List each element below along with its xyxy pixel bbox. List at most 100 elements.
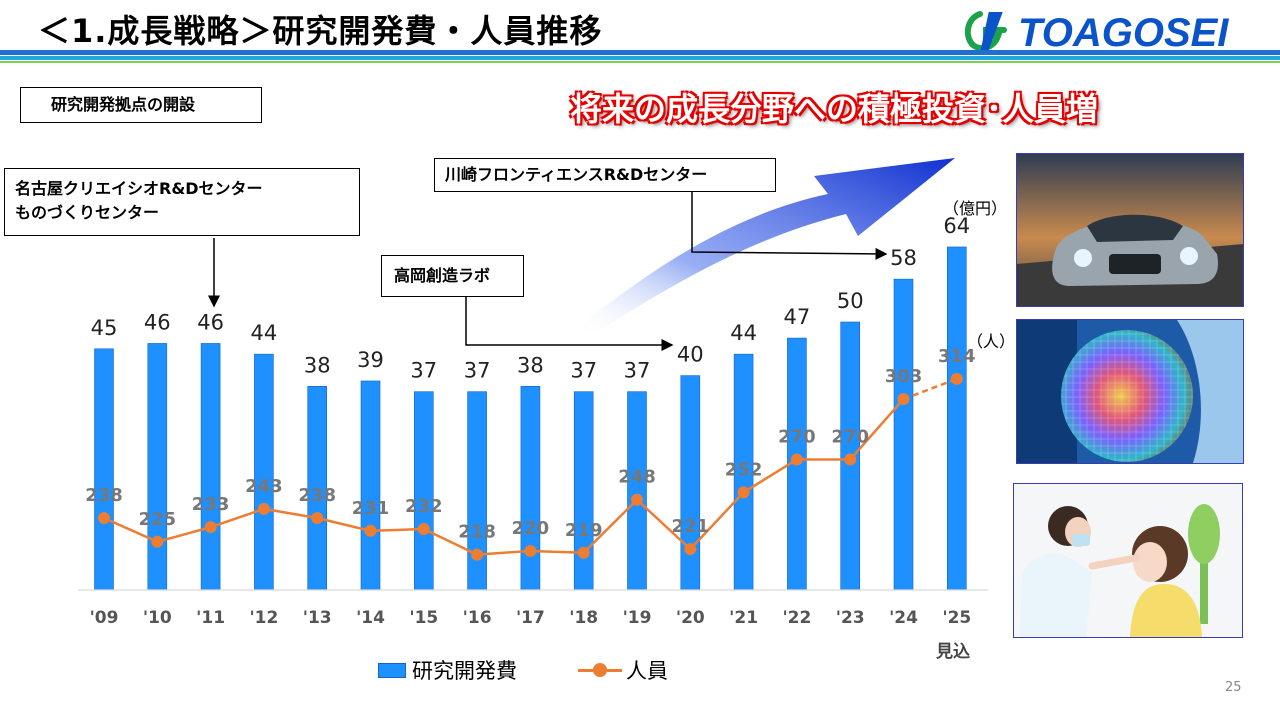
rd-bar: [147, 343, 168, 591]
rd-bar: [200, 343, 221, 591]
rd-bar-value-label: 45: [91, 316, 118, 340]
nagoya-center-callout: 名古屋クリエイシオR&Dセンター ものづくりセンター: [4, 168, 360, 236]
staff-line: [103, 398, 905, 556]
staff-point: [950, 372, 963, 385]
staff-point: [311, 512, 324, 524]
rd-chart: 45 46 46 44 38 39 37 37 38 37 37 40 44 47 50 58 64 238 225…: [78, 158, 988, 628]
wafer-photo: [1016, 319, 1244, 464]
x-tick-label: '23: [836, 608, 865, 628]
x-tick-label: '16: [463, 608, 492, 628]
growth-arrow: [572, 158, 955, 332]
staff-value-label: 252: [725, 459, 763, 480]
x-tick-label: '25: [942, 608, 971, 628]
rd-bar-value-label: 46: [197, 310, 224, 334]
staff-value-label: 221: [672, 516, 710, 537]
rd-bar: [360, 380, 381, 591]
rd-bar-value-label: 37: [464, 359, 491, 383]
staff-value-label: 303: [885, 366, 923, 387]
staff-point: [151, 535, 164, 548]
rd-bar-value-label: 37: [410, 359, 437, 383]
rd-bar: [680, 375, 701, 591]
rd-bar: [413, 391, 434, 591]
rd-bar: [94, 348, 114, 591]
rd-unit-label: （億円）: [943, 199, 1008, 218]
staff-value-label: 270: [831, 426, 869, 447]
x-tick-label: '21: [729, 608, 758, 628]
rd-bar-value-label: 38: [304, 353, 331, 377]
doctor-child-photo: [1013, 483, 1243, 638]
header-divider: [0, 50, 1280, 63]
staff-point: [98, 512, 110, 524]
x-tick-label: '19: [623, 608, 652, 628]
legend-line-swatch: [578, 660, 622, 680]
staff-point: [631, 493, 643, 506]
x-tick-label: '13: [303, 608, 332, 628]
takaoka-lab-callout: 高岡創造ラボ: [381, 255, 524, 297]
x-tick-label: '18: [569, 608, 598, 628]
staff-value-label: 238: [85, 485, 123, 506]
legend-label-rd: 研究開発費: [412, 659, 517, 683]
staff-value-label: 225: [139, 509, 177, 530]
takaoka-connector: [465, 297, 674, 351]
x-tick-label: '12: [249, 608, 278, 628]
x-tick-label: '14: [356, 608, 385, 628]
rd-bar-value-label: 40: [677, 343, 704, 367]
x-tick-label: '09: [90, 608, 119, 628]
kawasaki-connector: [691, 192, 888, 260]
rd-bar: [254, 353, 274, 591]
rd-bar-value-label: 37: [624, 359, 651, 383]
estimate-label: 見込: [936, 642, 970, 662]
car-photo: [1016, 153, 1244, 307]
rd-bar: [573, 391, 594, 591]
rd-bar-value-label: 58: [890, 246, 917, 270]
staff-point: [257, 502, 270, 515]
nagoya-center-name: 名古屋クリエイシオR&Dセンター: [15, 179, 263, 198]
rd-bar: [520, 386, 541, 591]
staff-value-label: 219: [565, 520, 603, 541]
rd-bar-value-label: 44: [730, 321, 757, 345]
staff-value-label: 314: [938, 346, 976, 367]
company-logo-text: TOAGOSEI: [1018, 11, 1229, 55]
staff-value-label: 220: [512, 518, 550, 539]
staff-point: [364, 524, 377, 537]
staff-point: [790, 453, 803, 466]
x-tick-label: '10: [143, 608, 172, 628]
rd-bar: [946, 246, 967, 591]
rd-bar-value-label: 47: [784, 305, 811, 329]
legend-label-staff: 人員: [626, 659, 668, 683]
staff-value-label: 233: [192, 494, 230, 515]
page-number: 25: [1225, 680, 1242, 695]
x-tick-label: '11: [196, 608, 225, 628]
staff-value-label: 232: [405, 496, 443, 517]
rd-bar-value-label: 37: [570, 359, 597, 383]
staff-point: [204, 521, 217, 534]
staff-point: [471, 548, 484, 561]
legend-item-rd: 研究開発費: [378, 655, 517, 685]
growth-headline: 将来の成長分野への積極投資･人員増: [570, 90, 1099, 128]
staff-value-label: 270: [778, 426, 816, 447]
rd-opening-label: 研究開発拠点の開設: [20, 87, 262, 123]
x-tick-label: '20: [676, 608, 705, 628]
staff-unit-label: （人）: [967, 332, 1016, 351]
company-logo: TOAGOSEI: [964, 11, 1229, 55]
rd-bar-value-label: 38: [517, 353, 544, 377]
legend-bar-swatch: [378, 662, 406, 678]
legend-item-staff: 人員: [578, 655, 668, 685]
staff-value-label: 243: [245, 476, 283, 497]
staff-point: [524, 544, 537, 557]
rd-bar-value-label: 44: [251, 321, 278, 345]
staff-point: [737, 486, 750, 499]
staff-value-label: 238: [298, 485, 336, 506]
staff-value-label: 218: [458, 522, 496, 543]
staff-point: [577, 546, 590, 559]
monozukuri-center-name: ものづくりセンター: [15, 203, 160, 222]
staff-value-label: 231: [352, 498, 390, 519]
rd-bar-value-label: 50: [837, 289, 864, 313]
x-tick-label: '15: [409, 608, 438, 628]
x-tick-label: '24: [889, 608, 918, 628]
staff-point: [844, 453, 857, 466]
staff-value-label: 248: [618, 467, 656, 488]
page-title: ＜1.成長戦略＞研究開発費・人員推移: [38, 12, 603, 50]
rd-bar-value-label: 39: [357, 348, 384, 372]
rd-bar-value-label: 46: [144, 310, 171, 334]
